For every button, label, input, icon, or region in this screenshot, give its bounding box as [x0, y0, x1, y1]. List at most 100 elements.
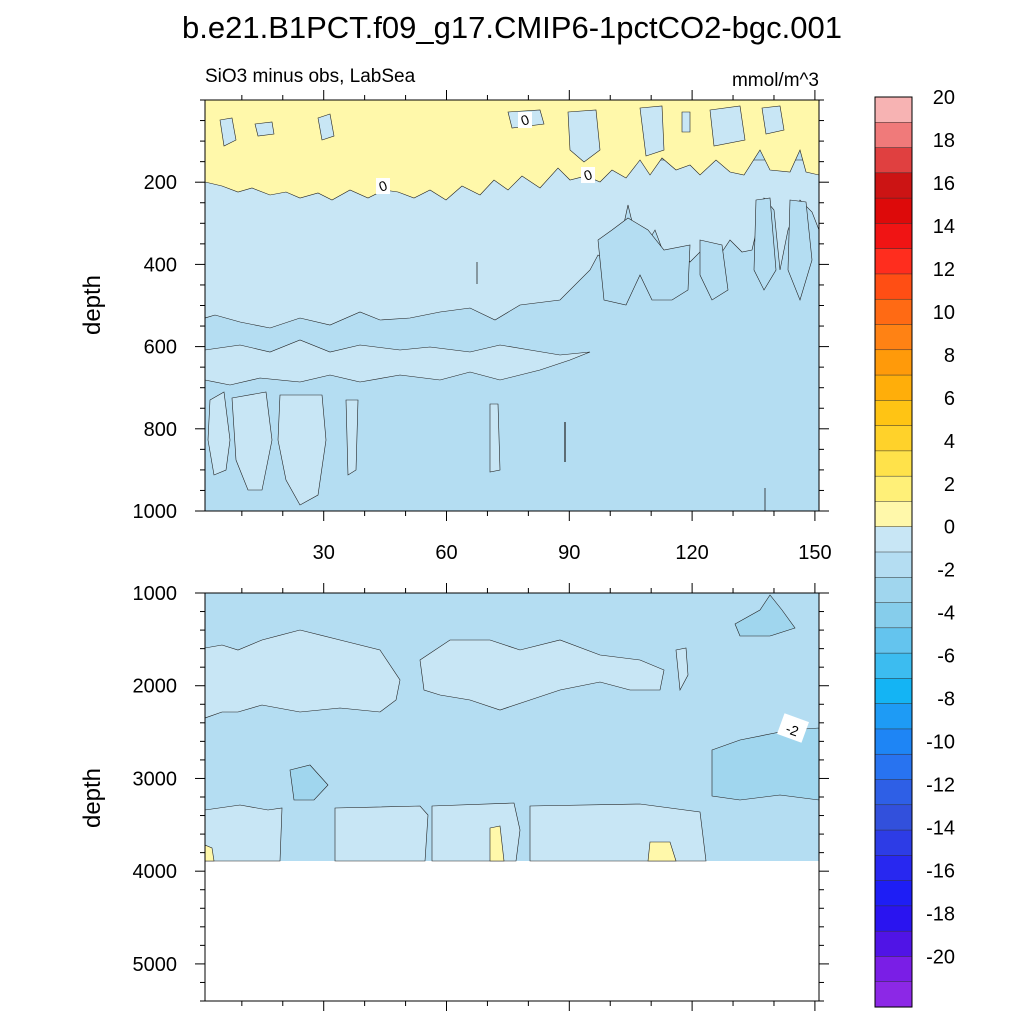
upper-contour-blob	[254, 121, 275, 137]
lower-light-region	[431, 802, 521, 862]
upper-contour-blob	[597, 217, 691, 306]
colorbar-label: 12	[933, 259, 955, 281]
upper-contour-blob	[567, 109, 601, 163]
colorbar-swatch	[874, 981, 913, 1008]
y-tick-label: 4000	[133, 861, 178, 883]
colorbar-swatch	[874, 804, 913, 831]
colorbar-label: -6	[937, 646, 955, 668]
colorbar-swatch	[874, 779, 913, 806]
upper-positive-region	[205, 100, 819, 201]
x-tick-label: 150	[798, 542, 831, 564]
lower-deep-region	[711, 727, 819, 801]
colorbar-swatch	[874, 930, 913, 957]
colorbar-label: 8	[944, 345, 955, 367]
lower-y-axis-label: depth	[79, 768, 106, 828]
lower-x-axis	[241, 583, 816, 1011]
x-tick-label: 90	[558, 542, 580, 564]
colorbar-swatch	[874, 829, 913, 856]
colorbar-label: -14	[926, 818, 955, 840]
upper-contour-blob	[639, 105, 665, 157]
colorbar-swatch	[874, 425, 913, 452]
colorbar-swatch	[874, 855, 913, 882]
colorbar-label: 14	[933, 216, 955, 238]
colorbar-label: -8	[937, 689, 955, 711]
chart-units: mmol/m^3	[732, 70, 819, 91]
colorbar-swatch	[874, 147, 913, 174]
colorbar-swatch	[874, 450, 913, 477]
colorbar-swatch	[874, 349, 913, 376]
colorbar-label: -4	[937, 603, 955, 625]
colorbar-swatch	[874, 96, 913, 123]
colorbar-label: -2	[937, 560, 955, 582]
y-tick-label: 1000	[133, 501, 178, 523]
colorbar-swatch	[874, 223, 913, 250]
colorbar-swatch	[874, 501, 913, 528]
upper-contour-blob	[761, 105, 785, 135]
colorbar-swatch	[874, 475, 913, 502]
colorbar-swatch	[874, 400, 913, 427]
upper-y-axis: 200 400 600 800 1000	[133, 99, 829, 523]
colorbar-swatch	[874, 577, 913, 604]
colorbar-label: -10	[926, 732, 955, 754]
upper-contour-column	[207, 391, 231, 476]
y-tick-label: 5000	[133, 954, 178, 976]
colorbar-swatch	[874, 172, 913, 199]
upper-contour-column	[277, 394, 327, 506]
x-tick-label: 60	[435, 542, 457, 564]
colorbar-label: 0	[944, 517, 955, 539]
upper-contour-blob	[219, 117, 237, 147]
colorbar-swatch	[874, 122, 913, 149]
x-tick-label: 30	[313, 542, 335, 564]
colorbar: 20181614121086420-2-4-6-8-10-12-14-16-18…	[874, 87, 955, 1008]
colorbar-label: 16	[933, 173, 955, 195]
lower-panel: -2 1000 2000 3000 4000 5000 depth	[79, 583, 829, 1011]
colorbar-swatch	[874, 753, 913, 781]
colorbar-swatch	[874, 298, 913, 326]
y-tick-label: 200	[144, 172, 177, 194]
upper-light-region	[205, 339, 591, 386]
y-tick-label: 3000	[133, 768, 178, 790]
upper-y-axis-label: depth	[79, 275, 106, 335]
lower-light-region	[334, 805, 429, 862]
colorbar-swatch	[874, 602, 913, 629]
lower-deep-region	[734, 594, 796, 637]
colorbar-swatch	[874, 273, 913, 300]
colorbar-label: 10	[933, 302, 955, 324]
colorbar-label: -16	[926, 861, 955, 883]
lower-light-region	[529, 803, 707, 862]
colorbar-frame	[874, 96, 913, 1008]
colorbar-label: -18	[926, 903, 955, 925]
lower-y-axis: 1000 2000 3000 4000 5000	[133, 583, 829, 1002]
upper-contour-blob	[681, 111, 691, 133]
x-tick-label: 120	[675, 542, 708, 564]
colorbar-swatch	[874, 374, 913, 401]
lower-light-region	[205, 629, 401, 719]
lower-light-region	[675, 647, 689, 692]
upper-contour-column	[345, 399, 359, 476]
colorbar-swatch	[874, 728, 913, 755]
colorbar-label: -20	[926, 946, 955, 968]
y-tick-label: 400	[144, 254, 177, 276]
lower-light-region	[205, 804, 283, 862]
colorbar-label: 6	[944, 388, 955, 410]
contour-label: -2	[784, 720, 801, 739]
colorbar-label: -12	[926, 775, 955, 797]
lower-positive-region	[205, 844, 215, 862]
upper-x-axis: 30 60 90 120 150	[241, 90, 832, 564]
lower-deep-region	[289, 764, 329, 801]
colorbar-swatch	[874, 880, 913, 907]
colorbar-swatch	[874, 703, 913, 730]
y-tick-label: 2000	[133, 676, 178, 698]
colorbar-swatch	[874, 652, 913, 679]
upper-contour-blob	[709, 105, 746, 147]
colorbar-swatch	[874, 248, 913, 275]
upper-contour-blob	[317, 113, 335, 141]
lower-light-region	[419, 639, 665, 711]
upper-contour-column	[231, 391, 273, 491]
y-tick-label: 800	[144, 419, 177, 441]
lower-positive-region	[647, 841, 677, 862]
y-tick-label: 1000	[133, 583, 178, 605]
y-tick-label: 600	[144, 337, 177, 359]
